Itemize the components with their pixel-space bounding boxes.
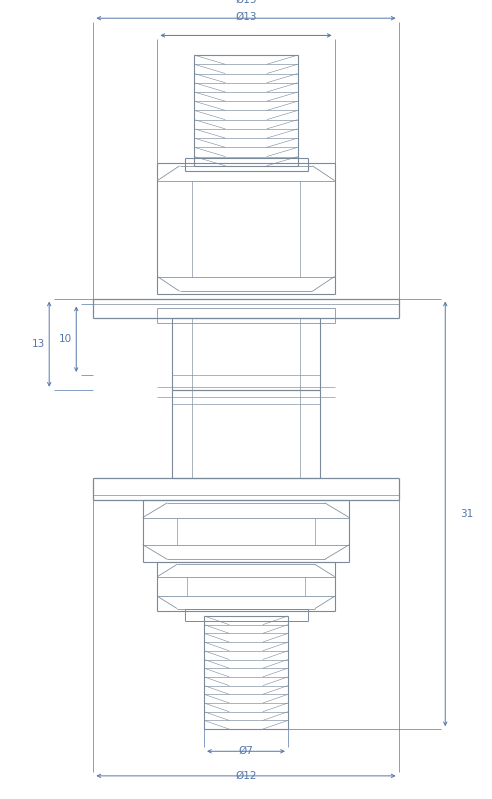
Text: Ø13: Ø13 (235, 12, 257, 22)
Text: 10: 10 (59, 334, 72, 344)
Text: 13: 13 (32, 339, 45, 349)
Text: 31: 31 (460, 509, 473, 519)
Text: Ø7: Ø7 (239, 746, 253, 756)
Text: Ø15: Ø15 (235, 0, 257, 5)
Text: Ø12: Ø12 (235, 771, 257, 781)
